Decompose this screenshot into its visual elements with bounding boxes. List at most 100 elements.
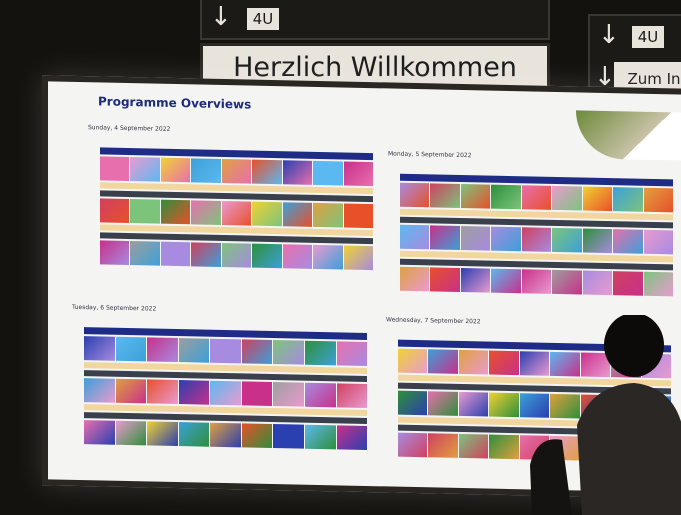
session-block (489, 350, 519, 376)
session-block (191, 158, 221, 183)
session-block (400, 266, 430, 292)
session-block (241, 381, 273, 407)
session-block (428, 349, 458, 374)
sign-code: 4U (247, 8, 279, 30)
session-block (313, 244, 343, 270)
session-block (521, 227, 552, 252)
session-block (398, 348, 428, 374)
session-block (430, 267, 460, 292)
session-block (428, 391, 458, 416)
session-block (210, 422, 241, 448)
session-block (147, 337, 178, 363)
session-block (115, 420, 147, 446)
session-block (336, 383, 368, 409)
session-block (115, 378, 147, 404)
session-block (343, 203, 373, 229)
session-block (282, 202, 313, 227)
session-block (313, 202, 343, 228)
session-block (304, 340, 336, 366)
session-block (100, 198, 130, 224)
session-block (282, 244, 313, 269)
session-block (221, 158, 252, 184)
session-block (521, 185, 552, 210)
session-block (430, 183, 460, 208)
session-block (147, 379, 178, 405)
session-block (613, 271, 643, 296)
board-title: Programme Overviews (98, 94, 252, 112)
session-block (210, 380, 241, 406)
session-block (160, 199, 191, 225)
session-block (313, 160, 343, 186)
session-block (241, 423, 273, 449)
session-block (489, 434, 519, 460)
session-block (552, 185, 582, 211)
session-block (84, 378, 115, 403)
session-block (460, 183, 491, 209)
session-block (241, 339, 273, 365)
session-block (460, 225, 491, 251)
day-label: Tuesday, 6 September 2022 (72, 303, 157, 313)
session-block (643, 229, 673, 255)
session-row (100, 156, 373, 187)
session-block (191, 200, 221, 225)
session-block (130, 199, 160, 224)
session-block (252, 159, 282, 185)
session-row (400, 224, 673, 255)
session-block (221, 200, 252, 226)
day-panel-sunday: Sunday, 4 September 2022 (88, 124, 373, 271)
session-block (273, 340, 304, 365)
session-block (130, 241, 160, 266)
session-block (191, 242, 221, 267)
session-row (400, 266, 673, 297)
conference-logo (576, 110, 681, 161)
session-block (491, 268, 521, 294)
session-block (84, 420, 115, 445)
person-silhouette (530, 315, 681, 515)
session-block (84, 336, 115, 361)
day-label: Sunday, 4 September 2022 (88, 124, 171, 133)
session-block (160, 157, 191, 183)
session-block (115, 336, 147, 362)
session-block (491, 184, 521, 210)
session-block (210, 338, 241, 364)
session-block (582, 270, 613, 296)
sign-code: 4U (632, 26, 664, 48)
session-block (304, 424, 336, 450)
session-block (147, 421, 178, 447)
session-block (398, 432, 428, 458)
arrow-down-icon: ↓ (598, 20, 620, 50)
session-block (613, 229, 643, 254)
session-block (552, 269, 582, 295)
session-block (178, 380, 210, 405)
session-block (458, 391, 489, 417)
day-panel-monday: Monday, 5 September 2022 (388, 150, 673, 297)
session-block (458, 433, 489, 459)
session-row (84, 378, 368, 409)
session-block (400, 224, 430, 250)
session-row (84, 420, 368, 451)
session-block (582, 228, 613, 254)
session-block (643, 187, 673, 213)
session-block (582, 186, 613, 212)
session-block (273, 424, 304, 449)
session-block (460, 267, 491, 293)
session-block (552, 227, 582, 253)
session-block (304, 382, 336, 408)
session-block (521, 269, 552, 294)
session-block (282, 160, 313, 185)
session-block (643, 271, 673, 297)
session-block (613, 187, 643, 212)
session-block (100, 240, 130, 266)
direction-sign-4u: ↓ 4U (200, 0, 550, 40)
session-block (428, 433, 458, 458)
session-block (400, 182, 430, 208)
session-block (178, 422, 210, 447)
session-block (343, 161, 373, 187)
session-block (430, 225, 460, 250)
session-block (130, 157, 160, 182)
session-block (398, 390, 428, 416)
session-row (84, 336, 368, 367)
session-block (336, 341, 368, 367)
session-block (458, 349, 489, 375)
session-block (273, 382, 304, 407)
